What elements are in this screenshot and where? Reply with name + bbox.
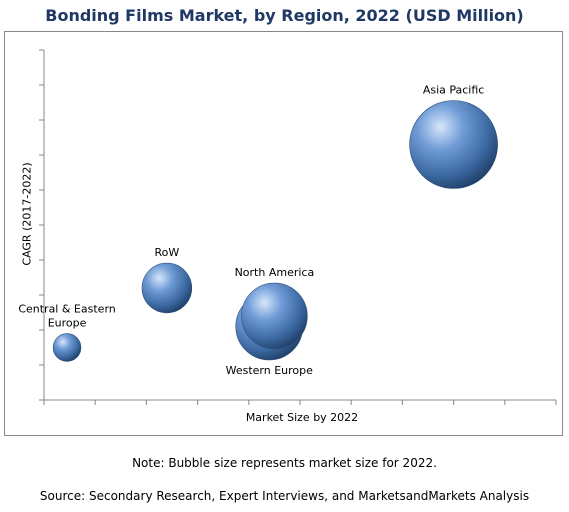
axes xyxy=(39,49,557,405)
chart-title: Bonding Films Market, by Region, 2022 (U… xyxy=(45,6,524,25)
bubble-north-america xyxy=(241,282,308,350)
bubble-asia-pacific xyxy=(409,100,498,189)
bubble-label: North America xyxy=(235,266,315,279)
y-axis-label: CAGR (2017-2022) xyxy=(20,162,34,266)
x-axis-label: Market Size by 2022 xyxy=(245,411,359,424)
chart-note: Note: Bubble size represents market size… xyxy=(132,456,437,470)
bubble-labels: Asia Pacific RoW North America Western Euro… xyxy=(18,84,484,378)
bubble-label: Asia Pacific xyxy=(423,84,485,97)
bubble-label: Central & Eastern Europe xyxy=(18,303,115,330)
bubble-label: RoW xyxy=(154,246,179,259)
bubble-row xyxy=(141,262,193,314)
plot-frame xyxy=(4,31,563,436)
bubble-central-eastern-europe xyxy=(52,333,82,362)
bubbles xyxy=(52,100,498,362)
bubble-label: Western Europe xyxy=(226,364,314,377)
chart-source: Source: Secondary Research, Expert Inter… xyxy=(39,489,530,503)
